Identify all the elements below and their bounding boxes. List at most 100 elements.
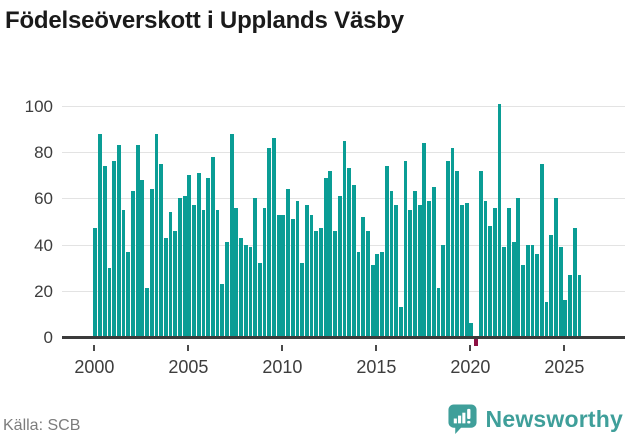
bar bbox=[351, 184, 356, 337]
y-axis-tick-label: 60 bbox=[34, 189, 53, 209]
bar bbox=[417, 205, 422, 337]
logo-exclamation-stem bbox=[466, 408, 470, 419]
bar bbox=[408, 209, 413, 337]
x-axis-tick-mark bbox=[281, 345, 284, 351]
bar bbox=[98, 133, 102, 337]
bar bbox=[201, 209, 206, 337]
bar bbox=[215, 209, 220, 337]
bar bbox=[422, 142, 427, 337]
bar bbox=[460, 205, 464, 337]
bar bbox=[535, 253, 540, 337]
bar bbox=[243, 244, 248, 337]
bar bbox=[464, 203, 469, 337]
newsworthy-wordmark: Newsworthy bbox=[485, 405, 623, 432]
bar bbox=[323, 177, 328, 337]
bar bbox=[403, 161, 408, 337]
bar bbox=[525, 244, 530, 337]
bar bbox=[210, 156, 215, 337]
bar bbox=[286, 189, 290, 337]
bar bbox=[234, 207, 239, 337]
bar bbox=[192, 205, 196, 337]
bar bbox=[196, 172, 201, 337]
bar bbox=[239, 237, 243, 337]
bar bbox=[342, 140, 347, 337]
y-axis-tick-label: 0 bbox=[43, 328, 53, 347]
bar bbox=[337, 196, 342, 337]
bar bbox=[116, 145, 121, 337]
bar bbox=[450, 147, 455, 337]
bar bbox=[431, 186, 436, 337]
bar bbox=[497, 103, 502, 337]
bar bbox=[370, 265, 375, 337]
bar bbox=[131, 191, 135, 337]
bar bbox=[507, 207, 511, 337]
bar bbox=[102, 166, 107, 337]
bar bbox=[427, 200, 431, 337]
bar bbox=[145, 288, 149, 337]
bar bbox=[149, 189, 154, 337]
x-axis-tick-label: 2025 bbox=[544, 357, 585, 377]
x-axis-tick-label: 2000 bbox=[74, 357, 115, 377]
bar bbox=[554, 198, 558, 337]
bar bbox=[492, 207, 497, 337]
bar bbox=[253, 198, 258, 337]
bar bbox=[347, 168, 352, 337]
bar bbox=[488, 226, 493, 337]
x-axis-tick-mark bbox=[93, 345, 96, 351]
bar bbox=[502, 246, 507, 337]
bar bbox=[361, 216, 366, 337]
bar bbox=[107, 267, 112, 337]
x-axis-tick-label: 2020 bbox=[450, 357, 491, 377]
bar bbox=[549, 235, 554, 337]
bar bbox=[248, 246, 253, 337]
logo-bar-small bbox=[453, 418, 457, 424]
x-axis-tick-label: 2015 bbox=[356, 357, 397, 377]
bar bbox=[163, 237, 168, 337]
bar bbox=[93, 228, 98, 337]
bar bbox=[356, 251, 361, 337]
bar bbox=[309, 214, 314, 337]
chart-title: Födelseöverskott i Upplands Väsby bbox=[5, 7, 404, 34]
logo-bar-medium bbox=[457, 415, 461, 424]
bar bbox=[568, 274, 572, 337]
bar bbox=[206, 177, 211, 337]
x-axis-tick-mark bbox=[469, 345, 472, 351]
bar bbox=[304, 205, 309, 337]
newsworthy-logo[interactable]: Newsworthy bbox=[447, 403, 623, 435]
bar bbox=[539, 163, 544, 337]
bar bbox=[295, 200, 300, 337]
logo-exclamation-dot bbox=[466, 420, 470, 424]
bar bbox=[159, 163, 164, 337]
bar bbox=[563, 300, 568, 337]
bar bbox=[121, 209, 126, 337]
y-axis-tick-label: 20 bbox=[34, 281, 53, 301]
bar bbox=[558, 246, 563, 337]
bar bbox=[173, 230, 178, 337]
bar bbox=[225, 242, 229, 337]
bar bbox=[398, 306, 403, 337]
bar bbox=[290, 219, 295, 337]
bar bbox=[366, 230, 370, 337]
bar bbox=[272, 138, 276, 337]
bar bbox=[140, 179, 145, 337]
bar bbox=[112, 161, 117, 337]
gridline-y-100 bbox=[62, 106, 625, 107]
bar bbox=[328, 170, 333, 337]
source-label: Källa: SCB bbox=[3, 417, 81, 434]
bar bbox=[333, 230, 337, 337]
bar bbox=[394, 205, 399, 337]
x-axis-tick-mark bbox=[563, 345, 566, 351]
bar bbox=[300, 263, 305, 337]
bar bbox=[521, 265, 525, 337]
bar bbox=[135, 145, 140, 337]
bar bbox=[375, 253, 380, 337]
bar bbox=[178, 198, 182, 337]
logo-bar-tall bbox=[461, 412, 465, 424]
bar bbox=[511, 242, 516, 337]
newsworthy-chart-bubble-icon bbox=[447, 404, 477, 435]
bar bbox=[441, 244, 446, 337]
bar bbox=[154, 133, 159, 337]
x-axis-tick-label: 2005 bbox=[168, 357, 209, 377]
